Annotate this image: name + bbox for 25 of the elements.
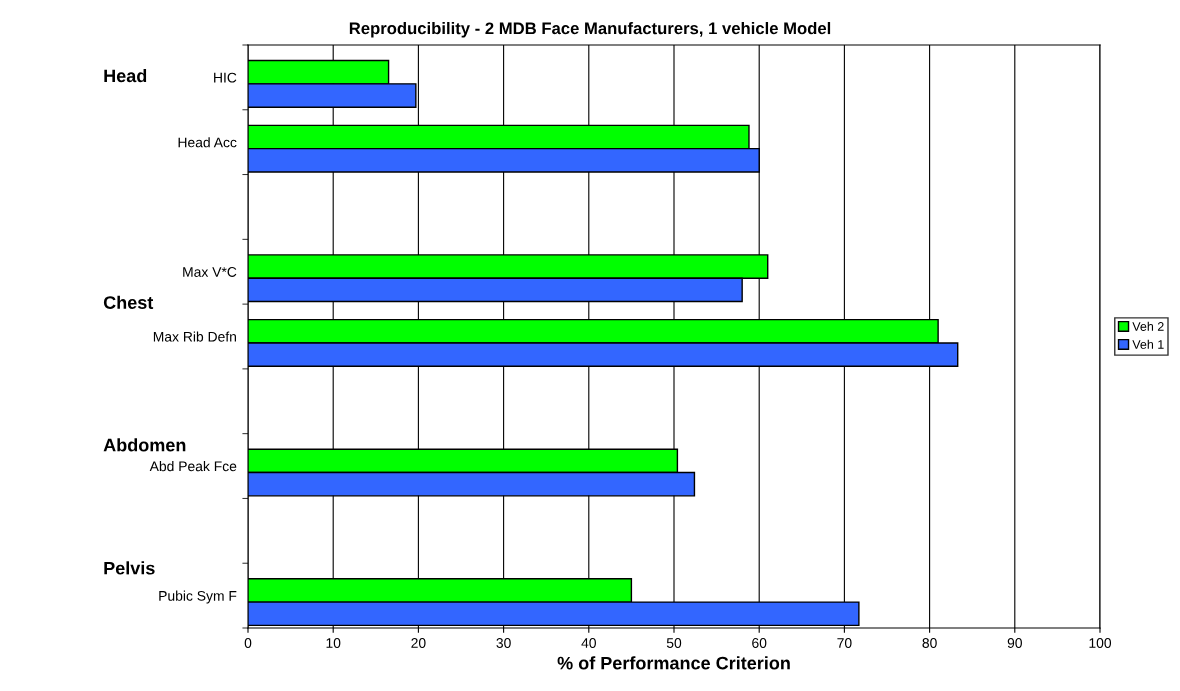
y-tick-label: Abd Peak Fce — [149, 461, 237, 472]
x-tick-label: 40 — [581, 638, 596, 648]
chart-title: Reproducibility - 2 MDB Face Manufacturers, 1 vehicle Model — [349, 22, 831, 38]
x-tick-label: 10 — [326, 638, 341, 648]
y-tick-label: Max Rib Defn — [153, 331, 236, 342]
legend-label: Veh 1 — [1132, 339, 1164, 349]
legend-label: Veh 2 — [1132, 321, 1164, 331]
x-tick-label: 100 — [1089, 638, 1112, 648]
text: Head — [104, 68, 147, 83]
x-tick-label: 70 — [837, 638, 852, 648]
text: Abdomen — [103, 438, 186, 452]
x-axis-title: % of Performance Criterion — [557, 656, 790, 670]
x-tick-label: 50 — [666, 638, 682, 648]
y-tick-label: Pubic Sym F — [159, 590, 237, 604]
y-tick-label: Head Acc — [178, 137, 237, 148]
text: Pelvis — [104, 561, 155, 575]
x-tick-label: 90 — [1007, 638, 1022, 648]
x-tick-label: 80 — [922, 638, 937, 648]
x-tick-label: 30 — [496, 638, 511, 648]
y-tick-label: Max V*C — [183, 267, 237, 277]
x-tick-label: 20 — [411, 638, 426, 648]
x-tick-label: 60 — [752, 638, 767, 648]
text: Chest — [103, 295, 154, 309]
x-tick-label: 0 — [244, 638, 252, 648]
y-tick-label: HIC — [214, 72, 237, 83]
